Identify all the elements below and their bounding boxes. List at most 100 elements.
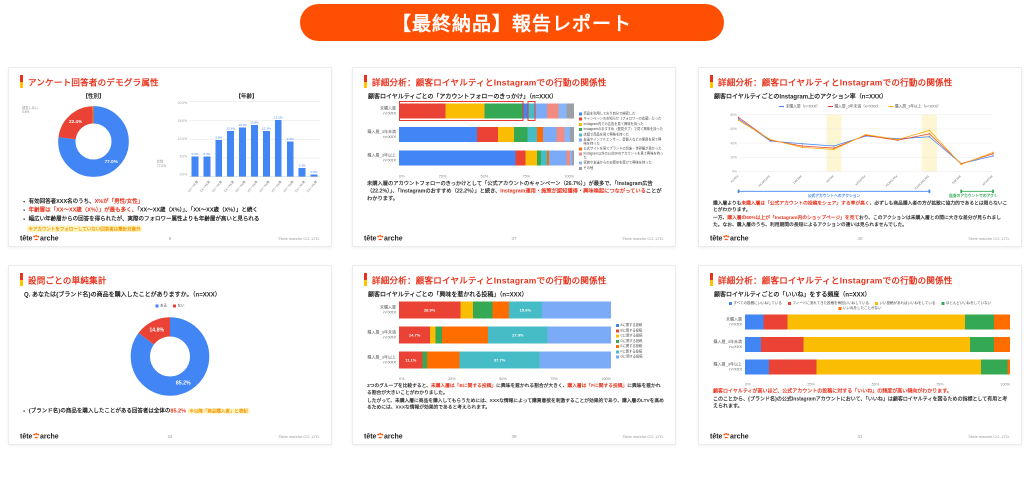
slide-title-row: 設問ごとの単純集計 <box>20 273 320 286</box>
analysis-text-1: 購入層よりも未購入層は「公式アカウントの投稿をシェア」する率が高く、必ずしも商品… <box>713 200 1008 213</box>
svg-text:XXXXXXXX: XXXXXXXX <box>757 174 771 188</box>
svg-text:XXXXXXX: XXXXXXX <box>854 174 866 186</box>
page-number: 24 <box>167 434 173 439</box>
paw-icon <box>723 234 730 240</box>
tetemarche-logo: tête arche <box>364 234 403 242</box>
svg-text:80%: 80% <box>730 113 737 117</box>
chart-title: 顧客ロイヤルティごとの「いいね」をする頻度（n=XXX） <box>714 291 871 298</box>
age-bar-chart: 20.0% 15.0% 10.0% 5.0% 0.0% 5.3% 5.3% 9.8% 12.1%… <box>177 101 320 194</box>
chart-title: 顧客ロイヤルティごとのInstagram上のアクション率（n=XXX） <box>714 93 887 100</box>
svg-text:XXXXX: XXXXX <box>730 174 740 184</box>
slide-title: アンケート回答者のデモグラ属性 <box>28 77 159 88</box>
page-number: 40 <box>857 236 863 241</box>
page-number: 37 <box>511 236 517 241</box>
survey-question: Q. あなたは{ブランド名}の商品を購入したことがありますか。（n=XXX） <box>24 291 221 298</box>
tetemarche-logo: tête arche <box>364 432 403 440</box>
interest-posts-chart: 未購入層 n=XXX 28.9% 15.6% 購入層_3年未満 n=XXX 14.7% 27.… <box>364 301 664 381</box>
copyright: ©tete marche CO.,LTD. <box>622 434 664 440</box>
analysis-text-2: したがって、未購入層に商品を購入してもらうためには、XXXな情報によって購買意欲… <box>367 397 664 411</box>
report-banner-title: 【最終納品】報告レポート <box>391 14 632 35</box>
title-accent-bar <box>710 75 713 88</box>
slide-footer: tête arche 24 ©tete marche CO.,LTD. <box>20 431 320 440</box>
slide-like-frequency: 詳細分析：顧客ロイヤルティとInstagramでの行動の関係性 顧客ロイヤルティ… <box>698 265 1022 445</box>
copyright: ©tete marche CO.,LTD. <box>622 236 664 242</box>
slide-title-row: 詳細分析：顧客ロイヤルティとInstagramでの行動の関係性 <box>364 75 664 88</box>
svg-text:自身のアカウントでのアクション: 自身のアカウントでのアクション <box>949 193 997 198</box>
slide-footer: tête arche 37 ©tete marche CO.,LTD. <box>364 233 664 242</box>
gender-chart-title: 【性別】 <box>82 93 105 100</box>
page-number: 41 <box>857 434 863 439</box>
action-rate-line-chart: 未購入層（n=XXX） 購入層_3年未満（n=XXX） 購入層_3年以上（n=XXX… <box>710 104 1010 199</box>
analysis-text-1: 顧客ロイヤルティが高いほど、公式アカウントの投稿に対する「いいね」の頻度が高い傾… <box>713 388 952 395</box>
svg-text:60%: 60% <box>730 127 737 131</box>
svg-text:XXXXXXXX: XXXXXXXX <box>885 174 899 188</box>
gender-donut-chart: 77.0% 22.4% 回答しない 0.6% 女性 77.0% <box>22 106 166 177</box>
slide-action-rate: 詳細分析：顧客ロイヤルティとInstagramでの行動の関係性 顧客ロイヤルティ… <box>698 67 1022 247</box>
gender-panel: 【性別】 77.0% 22.4% 回答しない 0.6% 女性 77.0% <box>20 92 167 196</box>
slide-title-row: 詳細分析：顧客ロイヤルティとInstagramでの行動の関係性 <box>710 273 1010 286</box>
slide-title-row: 詳細分析：顧客ロイヤルティとInstagramでの行動の関係性 <box>710 75 1010 88</box>
slide-title: 設問ごとの単純集計 <box>28 275 107 286</box>
purchase-donut-chart: ある ない 85.2% 14.8% <box>20 300 320 406</box>
title-accent-bar <box>364 273 367 286</box>
age-panel: 【年齢】 20.0% 15.0% 10.0% 5.0% 0.0% 5.3% 5.3% 9.8%… <box>173 92 320 196</box>
slide-demographics: アンケート回答者のデモグラ属性 【性別】 77.0% 22.4% 回答しない 0.6%… <box>8 67 332 247</box>
svg-text:77.0%: 77.0% <box>105 159 119 164</box>
analysis-text: 未購入層のアカウントフォローのきっかけとして「公式アカウントのキャンペーン（26… <box>367 180 662 202</box>
svg-text:40%: 40% <box>730 141 737 145</box>
findings-bullets: ● 有効回答者XXX名のうち、X%が「男性/女性」 ● 年齢層は「XX〜XX歳（X%）… <box>23 198 260 222</box>
tetemarche-logo: tête arche <box>710 432 749 440</box>
analysis-text-2: 一方、購入層の60%以上が「Instagram内のショップページ」を見ており、こ… <box>713 215 1002 228</box>
title-accent-bar <box>20 75 23 88</box>
slide-footer: tête arche 40 ©tete marche CO.,LTD. <box>710 233 1010 242</box>
slide-title: 詳細分析：顧客ロイヤルティとInstagramでの行動の関係性 <box>372 275 607 286</box>
svg-text:0%: 0% <box>732 170 737 174</box>
slide-simple-tally: 設問ごとの単純集計 Q. あなたは{ブランド名}の商品を購入したことがありますか… <box>8 265 332 445</box>
paw-icon <box>723 432 730 438</box>
slide-footer: tête arche 41 ©tete marche CO.,LTD. <box>710 431 1010 440</box>
title-accent-bar <box>364 75 367 88</box>
paw-icon <box>377 432 384 438</box>
svg-text:85.2%: 85.2% <box>176 381 191 387</box>
analysis-text-2: このことから、{ブランド名}の公式Instagramアカウントにおいて、「いいね… <box>713 396 1008 410</box>
report-banner: 【最終納品】報告レポート <box>300 4 724 41</box>
footnote: ※アカウントをフォローしていない回答者は集計対象外 <box>27 225 143 233</box>
copyright: ©tete marche CO.,LTD. <box>278 236 320 242</box>
tetemarche-logo: tête arche <box>20 234 59 242</box>
svg-text:XXXXXXX: XXXXXXX <box>981 174 993 186</box>
slide-title-row: アンケート回答者のデモグラ属性 <box>20 75 320 88</box>
slide-follow-trigger: 詳細分析：顧客ロイヤルティとInstagramでの行動の関係性 顧客ロイヤルティ… <box>352 67 676 247</box>
age-chart-title: 【年齢】 <box>235 93 258 100</box>
svg-text:20%: 20% <box>730 156 737 160</box>
chart-title: 顧客ロイヤルティごとの「アカウントフォローのきっかけ」（n=XXX） <box>368 93 558 100</box>
title-accent-bar <box>710 273 713 286</box>
copyright: ©tete marche CO.,LTD. <box>968 236 1010 242</box>
svg-text:公式アカウントへのアクション: 公式アカウントへのアクション <box>808 193 861 198</box>
analysis-text-1: 3つのグループを比較すると、未購入層は「Bに関する投稿」に興味を惹かれる割合が大… <box>367 383 661 396</box>
title-accent-bar <box>20 273 23 286</box>
slide-title: 詳細分析：顧客ロイヤルティとInstagramでの行動の関係性 <box>372 77 607 88</box>
copyright: ©tete marche CO.,LTD. <box>278 434 320 440</box>
page-number: 9 <box>168 236 172 241</box>
paw-icon <box>377 234 384 240</box>
tetemarche-logo: tête arche <box>710 234 749 242</box>
chart-title: 顧客ロイヤルティごとの「興味を惹かれる投稿」（n=XXX） <box>368 291 528 298</box>
slide-title: 詳細分析：顧客ロイヤルティとInstagramでの行動の関係性 <box>718 77 953 88</box>
slide-title: 詳細分析：顧客ロイヤルティとInstagramでの行動の関係性 <box>718 275 953 286</box>
tetemarche-logo: tête arche <box>20 432 59 440</box>
paw-icon <box>33 234 40 240</box>
copyright: ©tete marche CO.,LTD. <box>968 434 1010 440</box>
findings-bullets: ● {ブランド名}の商品を購入したことがある回答者は全体の85.2% ※以降「商品購… <box>23 408 250 414</box>
page-number: 39 <box>511 434 517 439</box>
svg-text:XXXXXX: XXXXXX <box>951 174 962 185</box>
svg-text:XXXXXX: XXXXXX <box>792 174 803 185</box>
slide-footer: tête arche 9 ©tete marche CO.,LTD. <box>20 233 320 242</box>
slide-footer: tête arche 39 ©tete marche CO.,LTD. <box>364 431 664 440</box>
like-frequency-chart: すべての投稿にいいねしている フィードに流れてきた投稿を毎回いいねしている いい投稿… <box>713 301 1010 387</box>
svg-text:XXXXXXXXXX: XXXXXXXXXX <box>914 174 931 191</box>
paw-icon <box>33 432 40 438</box>
svg-text:22.4%: 22.4% <box>69 119 83 124</box>
charts-area: 【性別】 77.0% 22.4% 回答しない 0.6% 女性 77.0% 【年齢】 20.… <box>20 92 320 196</box>
slide-interest-posts: 詳細分析：顧客ロイヤルティとInstagramでの行動の関係性 顧客ロイヤルティ… <box>352 265 676 445</box>
